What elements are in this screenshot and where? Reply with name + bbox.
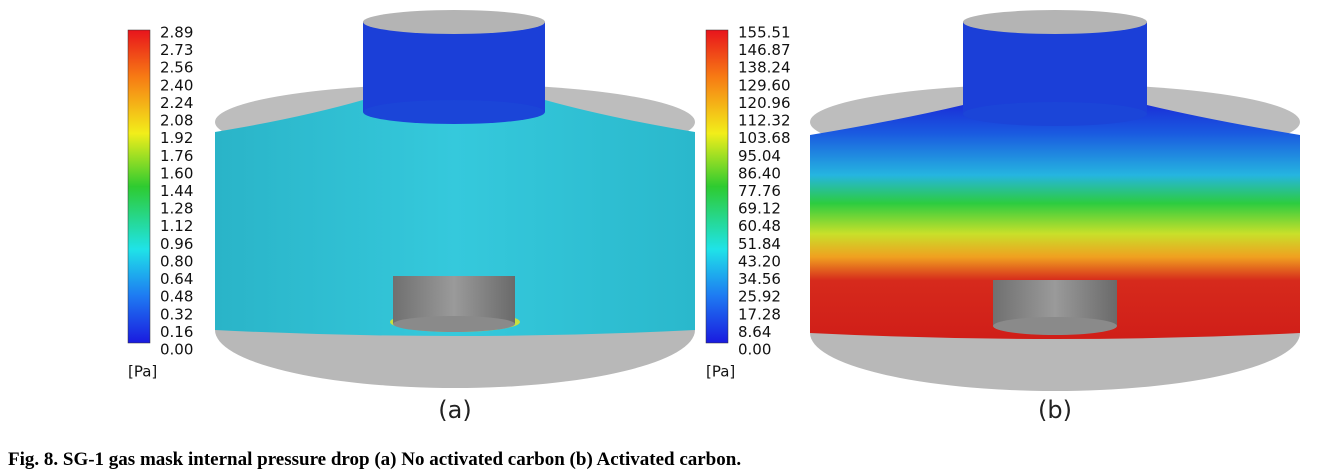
colorbar-label: 129.60 (738, 76, 791, 94)
colorbar-label: 0.00 (738, 341, 771, 359)
colorbar-label: 95.04 (738, 147, 781, 165)
colorbar-label: 69.12 (738, 200, 781, 218)
colorbar-unit: [Pa] (128, 363, 157, 381)
caption: Fig. 8. SG-1 gas mask internal pressure … (8, 449, 741, 470)
colorbar-label: 138.24 (738, 59, 791, 77)
panel-label: (a) (438, 396, 471, 424)
colorbar-label: 0.96 (160, 235, 193, 253)
colorbar-label: 0.00 (160, 341, 193, 359)
colorbar-label: 2.56 (160, 59, 193, 77)
colorbar-label: 1.76 (160, 147, 193, 165)
colorbar-label: 77.76 (738, 182, 781, 200)
colorbar-label: 0.32 (160, 305, 193, 323)
colorbar-label: 103.68 (738, 129, 791, 147)
colorbar-label: 1.12 (160, 217, 193, 235)
colorbar-label: 1.92 (160, 129, 193, 147)
colorbar-label: 1.28 (160, 200, 193, 218)
colorbar-label: 2.73 (160, 41, 193, 59)
panel-label: (b) (1038, 396, 1072, 424)
colorbar-label: 2.24 (160, 94, 193, 112)
colorbar-label: 112.32 (738, 112, 791, 130)
colorbar-unit: [Pa] (706, 363, 735, 381)
colorbar-label: 86.40 (738, 164, 781, 182)
colorbar-label: 51.84 (738, 235, 781, 253)
colorbar-label: 0.16 (160, 323, 193, 341)
colorbar-label: 120.96 (738, 94, 791, 112)
colorbar-label: 25.92 (738, 288, 781, 306)
colorbar-label: 2.89 (160, 24, 193, 42)
colorbar-label: 8.64 (738, 323, 771, 341)
colorbar-label: 155.51 (738, 24, 791, 42)
colorbar-label: 0.80 (160, 252, 193, 270)
colorbar-label: 146.87 (738, 41, 791, 59)
colorbar-label: 0.64 (160, 270, 193, 288)
colorbar-label: 2.08 (160, 112, 193, 130)
colorbar-label: 60.48 (738, 217, 781, 235)
colorbar-label: 17.28 (738, 305, 781, 323)
render-a (127, 10, 695, 388)
colorbar-label: 1.44 (160, 182, 193, 200)
render-b (705, 10, 1300, 391)
colorbar-label: 0.48 (160, 288, 193, 306)
colorbar-label: 43.20 (738, 252, 781, 270)
colorbar-label: 2.40 (160, 76, 193, 94)
colorbar-label: 34.56 (738, 270, 781, 288)
colorbar-label: 1.60 (160, 164, 193, 182)
